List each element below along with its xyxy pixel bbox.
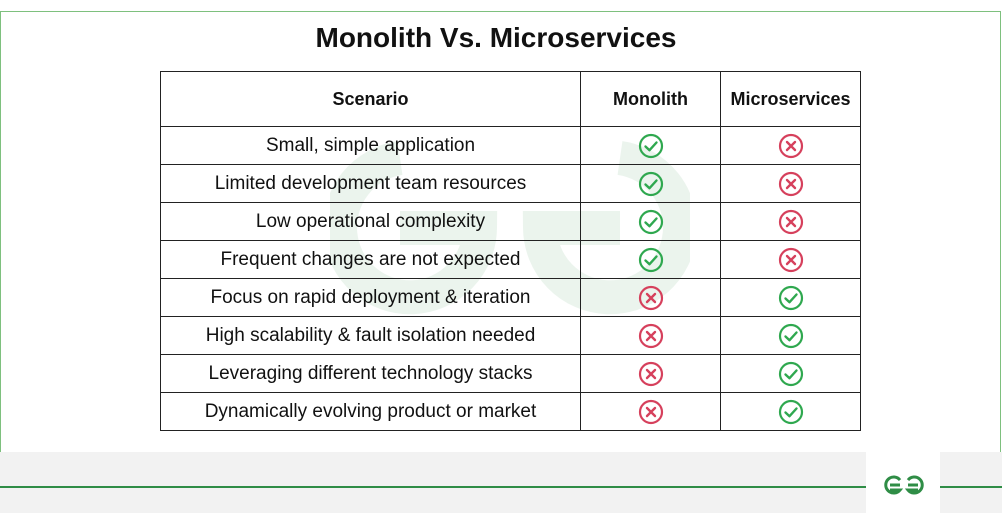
table-row: High scalability & fault isolation neede…	[160, 316, 861, 355]
x-circle-icon	[778, 133, 803, 158]
x-circle-icon	[638, 323, 663, 348]
check-circle-icon	[778, 285, 803, 310]
scenario-cell: Small, simple application	[160, 126, 581, 165]
scenario-cell: Frequent changes are not expected	[160, 240, 581, 279]
check-circle-icon	[778, 323, 803, 348]
microservices-cell	[720, 240, 861, 279]
monolith-cell	[580, 240, 721, 279]
monolith-cell	[580, 316, 721, 355]
x-circle-icon	[638, 285, 663, 310]
header-scenario: Scenario	[160, 71, 581, 127]
table-row: Limited development team resources	[160, 164, 861, 203]
check-circle-icon	[638, 247, 663, 272]
microservices-cell	[720, 354, 861, 393]
check-circle-icon	[778, 399, 803, 424]
check-circle-icon	[638, 171, 663, 196]
scenario-cell: Leveraging different technology stacks	[160, 354, 581, 393]
table-header-row: Scenario Monolith Microservices	[160, 71, 861, 127]
header-microservices: Microservices	[720, 71, 861, 127]
x-circle-icon	[638, 399, 663, 424]
microservices-cell	[720, 164, 861, 203]
scenario-cell: Dynamically evolving product or market	[160, 392, 581, 431]
scenario-cell: High scalability & fault isolation neede…	[160, 316, 581, 355]
monolith-cell	[580, 278, 721, 317]
x-circle-icon	[778, 247, 803, 272]
comparison-table: Scenario Monolith Microservices Small, s…	[160, 71, 861, 431]
scenario-cell: Limited development team resources	[160, 164, 581, 203]
table-row: Focus on rapid deployment & iteration	[160, 278, 861, 317]
table-row: Low operational complexity	[160, 202, 861, 241]
monolith-cell	[580, 392, 721, 431]
microservices-cell	[720, 316, 861, 355]
check-circle-icon	[638, 133, 663, 158]
microservices-cell	[720, 392, 861, 431]
monolith-cell	[580, 126, 721, 165]
diagram-frame	[0, 11, 1001, 463]
check-circle-icon	[638, 209, 663, 234]
table-row: Frequent changes are not expected	[160, 240, 861, 279]
x-circle-icon	[778, 171, 803, 196]
table-row: Leveraging different technology stacks	[160, 354, 861, 393]
gfg-logo-icon	[884, 475, 924, 495]
scenario-cell: Focus on rapid deployment & iteration	[160, 278, 581, 317]
table-row: Small, simple application	[160, 126, 861, 165]
monolith-cell	[580, 354, 721, 393]
monolith-cell	[580, 202, 721, 241]
microservices-cell	[720, 126, 861, 165]
header-monolith: Monolith	[580, 71, 721, 127]
table-row: Dynamically evolving product or market	[160, 392, 861, 431]
x-circle-icon	[638, 361, 663, 386]
footer-logo	[866, 452, 940, 513]
x-circle-icon	[778, 209, 803, 234]
monolith-cell	[580, 164, 721, 203]
footer-band	[0, 452, 1002, 513]
microservices-cell	[720, 278, 861, 317]
microservices-cell	[720, 202, 861, 241]
check-circle-icon	[778, 361, 803, 386]
footer-line	[0, 486, 1002, 488]
scenario-cell: Low operational complexity	[160, 202, 581, 241]
page-title: Monolith Vs. Microservices	[315, 22, 677, 53]
